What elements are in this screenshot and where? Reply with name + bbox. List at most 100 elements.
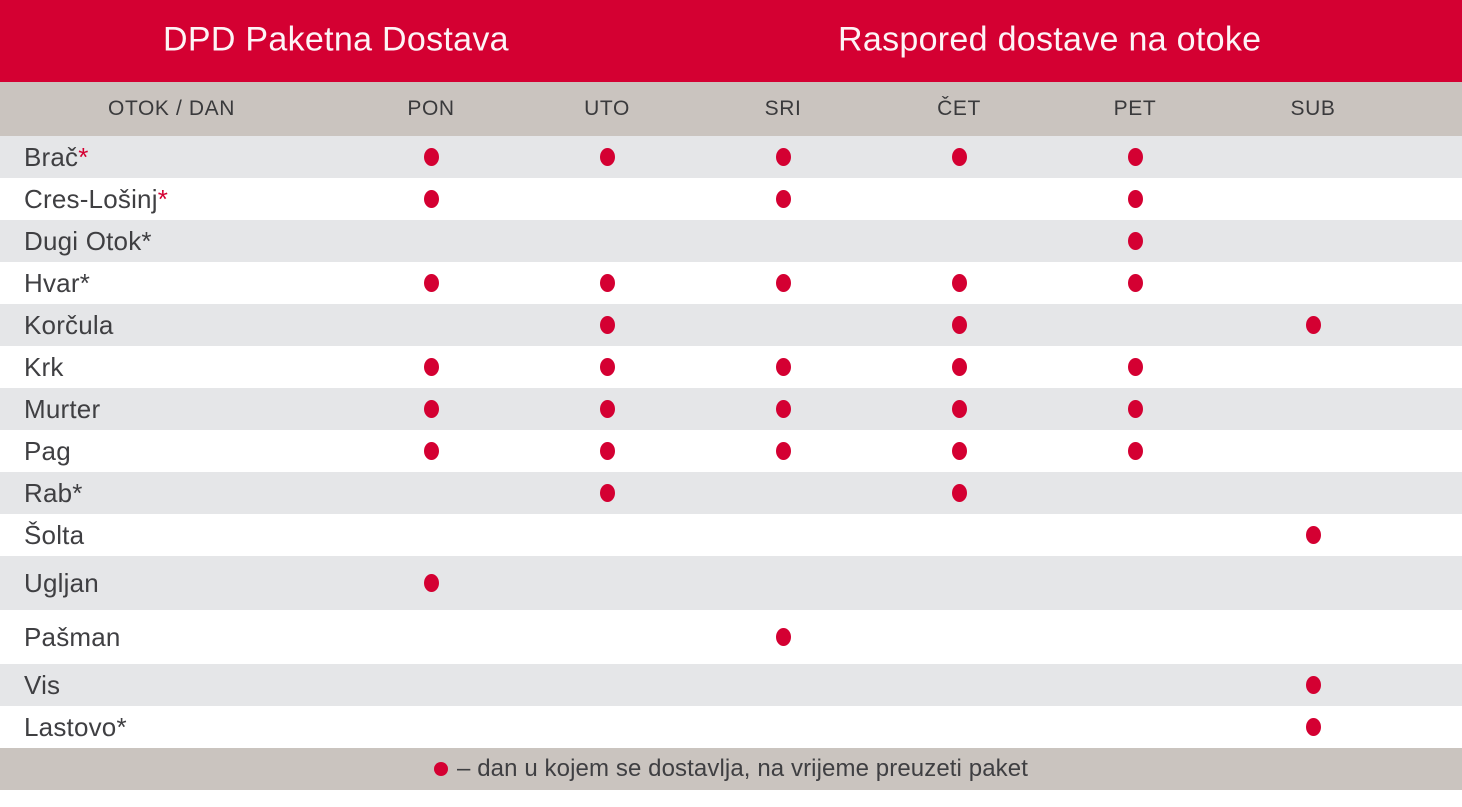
empty-slot [1306,190,1321,208]
empty-slot [952,526,967,544]
table-row: Dugi Otok* [0,220,1462,262]
delivery-dot-icon [1127,358,1143,376]
cell-pon [343,220,519,262]
cell-cet [871,514,1047,556]
delivery-dot-icon [423,274,439,292]
cell-cet [871,262,1047,304]
column-header-uto: UTO [584,97,630,120]
cell-sri [695,262,871,304]
cell-uto [519,430,695,472]
cell-cet [871,304,1047,346]
cell-cet [871,430,1047,472]
delivery-dot-icon [1305,718,1321,736]
cell-pon [343,706,519,748]
table-row: Pag [0,430,1462,472]
empty-slot [1128,628,1143,646]
empty-slot [1128,316,1143,334]
cell-cet [871,556,1047,610]
cell-cet [871,346,1047,388]
empty-slot [952,190,967,208]
island-name: Murter [24,393,101,424]
cell-sub [1223,514,1403,556]
cell-sub [1223,304,1403,346]
cell-sri [695,472,871,514]
title-band: DPD Paketna Dostava Raspored dostave na … [0,0,1462,82]
table-row: Šolta [0,514,1462,556]
empty-slot [776,526,791,544]
empty-slot [424,628,439,646]
delivery-dot-icon [1127,232,1143,250]
island-name: Pag [24,435,71,466]
cell-uto [519,556,695,610]
cell-sub [1223,388,1403,430]
empty-slot [1306,574,1321,592]
cell-uto [519,178,695,220]
empty-slot [1128,718,1143,736]
cell-sri [695,220,871,262]
table-body: Brač* Cres-Lošinj* Dugi Otok* Hvar* Korčula K… [0,136,1462,748]
column-header-pon: PON [407,97,455,120]
delivery-dot-icon [775,190,791,208]
delivery-dot-icon [599,442,615,460]
island-name: Šolta [24,519,85,550]
table-row: Rab* [0,472,1462,514]
column-header-pet: PET [1113,97,1157,120]
island-name: Ugljan [24,567,99,598]
cell-sub [1223,430,1403,472]
cell-pon [343,430,519,472]
empty-slot [952,628,967,646]
cell-sri [695,388,871,430]
cell-sri [695,346,871,388]
cell-sub [1223,706,1403,748]
empty-slot [424,526,439,544]
delivery-dot-icon [423,442,439,460]
delivery-dot-icon [423,148,439,166]
cell-pet [1047,178,1223,220]
table-row: Murter [0,388,1462,430]
cell-pet [1047,346,1223,388]
cell-sri [695,514,871,556]
footnote-asterisk: * [78,141,89,172]
cell-pon [343,664,519,706]
cell-pon [343,262,519,304]
column-header-sub: SUB [1290,97,1336,120]
legend-footer: – dan u kojem se dostavlja, na vrijeme p… [0,748,1462,790]
island-name: Brač* [24,141,89,172]
island-name: Cres-Lošinj* [24,183,169,214]
empty-slot [424,316,439,334]
empty-slot [1306,628,1321,646]
delivery-dot-icon [599,316,615,334]
delivery-dot-icon [599,148,615,166]
footnote-asterisk: * [157,183,169,214]
cell-pet [1047,664,1223,706]
delivery-dot-icon [423,400,439,418]
cell-sri [695,304,871,346]
empty-slot [424,676,439,694]
empty-slot [424,232,439,250]
cell-uto [519,262,695,304]
empty-slot [1306,484,1321,502]
cell-pon [343,346,519,388]
cell-cet [871,610,1047,664]
cell-pon [343,178,519,220]
delivery-dot-icon [775,628,791,646]
empty-slot [600,232,615,250]
cell-pon [343,514,519,556]
footnote-asterisk: * [141,225,152,256]
delivery-dot-icon [951,400,967,418]
cell-pet [1047,304,1223,346]
island-name: Hvar* [24,267,91,298]
cell-sri [695,610,871,664]
empty-slot [776,232,791,250]
empty-slot [952,718,967,736]
empty-slot [600,574,615,592]
delivery-dot-icon [951,442,967,460]
cell-pon [343,610,519,664]
table-row: Krk [0,346,1462,388]
cell-pet [1047,430,1223,472]
dot-icon [434,762,449,776]
empty-slot [1306,232,1321,250]
island-name: Rab* [24,477,83,508]
cell-sub [1223,472,1403,514]
cell-sri [695,136,871,178]
